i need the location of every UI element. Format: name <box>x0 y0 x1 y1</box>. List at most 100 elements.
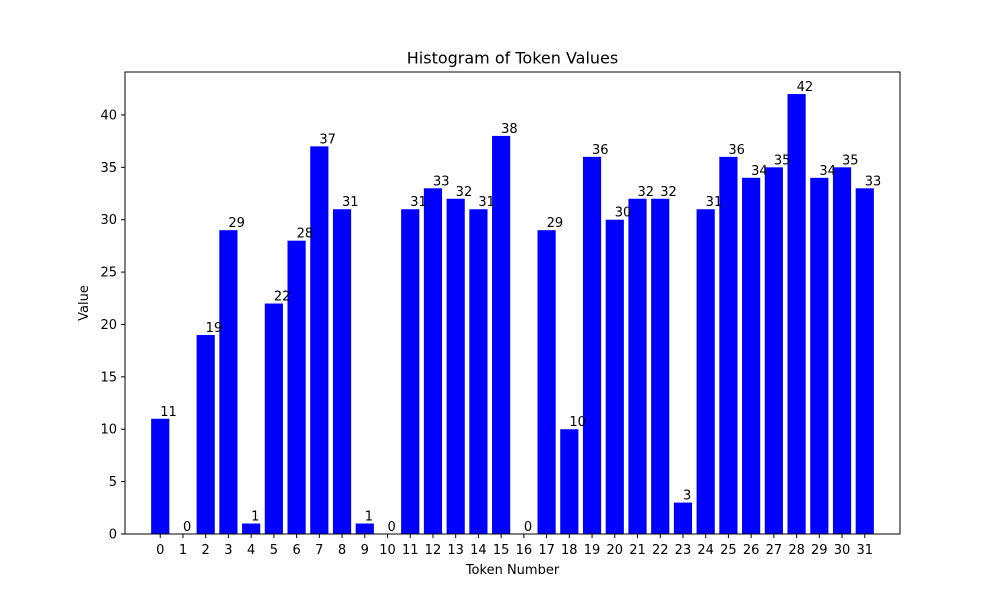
data-label-7: 37 <box>319 132 336 147</box>
bar-13 <box>446 198 465 534</box>
x-tick-label-23: 23 <box>675 543 692 558</box>
bar-9 <box>355 523 374 534</box>
data-label-11: 31 <box>410 195 427 210</box>
bar-30 <box>832 167 852 535</box>
x-tick-label-2: 2 <box>202 543 210 558</box>
x-tick-label-25: 25 <box>720 543 737 558</box>
data-label-27: 35 <box>774 153 791 168</box>
y-tick-label-25: 25 <box>100 266 117 281</box>
x-tick-label-13: 13 <box>447 543 464 558</box>
x-tick-label-5: 5 <box>270 543 278 558</box>
bar-17 <box>537 230 556 534</box>
x-tick-label-6: 6 <box>292 543 300 558</box>
x-tick-label-4: 4 <box>247 543 255 558</box>
data-label-13: 32 <box>456 185 473 200</box>
x-tick-label-30: 30 <box>834 543 851 558</box>
bar-3 <box>219 230 238 534</box>
data-label-10: 0 <box>388 520 396 535</box>
data-label-1: 0 <box>183 520 191 535</box>
plot-frame <box>124 71 901 535</box>
x-tick-label-7: 7 <box>315 543 323 558</box>
data-label-19: 36 <box>592 143 609 158</box>
bar-31 <box>855 188 874 535</box>
data-label-28: 42 <box>797 80 814 95</box>
bar-11 <box>401 209 420 534</box>
data-label-18: 10 <box>569 415 586 430</box>
y-axis-label: Value <box>77 285 92 321</box>
y-tick-label-30: 30 <box>100 213 117 228</box>
y-tick-label-10: 10 <box>100 423 117 438</box>
x-tick-label-21: 21 <box>629 543 646 558</box>
x-tick-label-20: 20 <box>606 543 623 558</box>
data-label-14: 31 <box>478 195 495 210</box>
data-label-16: 0 <box>524 520 532 535</box>
data-label-25: 36 <box>728 143 745 158</box>
data-label-26: 34 <box>751 164 768 179</box>
x-tick-label-18: 18 <box>561 543 578 558</box>
data-label-5: 22 <box>274 290 291 305</box>
x-tick-label-3: 3 <box>224 543 232 558</box>
data-label-3: 29 <box>228 216 245 231</box>
y-axis-ticks: 0 5 10 15 20 25 30 35 40 <box>100 108 125 543</box>
x-tick-label-12: 12 <box>425 543 442 558</box>
data-label-24: 31 <box>706 195 723 210</box>
x-tick-label-24: 24 <box>697 543 714 558</box>
data-label-8: 31 <box>342 195 359 210</box>
bar-23 <box>673 502 693 534</box>
bar-0 <box>151 418 170 534</box>
bar-29 <box>810 177 829 535</box>
bar-5 <box>264 303 283 534</box>
bar-26 <box>742 177 761 535</box>
x-axis-ticks: 0 1 2 3 4 5 6 7 8 9 10 11 12 13 14 15 16 17 18 19 20 21 22 23 24… <box>156 534 873 558</box>
x-tick-label-11: 11 <box>402 543 419 558</box>
bar-12 <box>423 188 443 535</box>
bar-19 <box>582 156 602 534</box>
x-tick-label-29: 29 <box>811 543 828 558</box>
bar-2 <box>196 334 215 534</box>
x-tick-label-31: 31 <box>856 543 873 558</box>
bar-20 <box>605 219 624 534</box>
y-tick-label-15: 15 <box>100 370 117 385</box>
x-axis-label: Token Number <box>465 563 560 578</box>
x-tick-label-16: 16 <box>516 543 533 558</box>
data-label-22: 32 <box>660 185 677 200</box>
bar-21 <box>628 198 647 534</box>
bar-14 <box>469 209 488 534</box>
x-tick-label-10: 10 <box>379 543 396 558</box>
data-label-17: 29 <box>547 216 564 231</box>
data-label-23: 3 <box>683 489 691 504</box>
data-label-21: 32 <box>638 185 655 200</box>
x-tick-label-17: 17 <box>538 543 555 558</box>
x-tick-label-8: 8 <box>338 543 346 558</box>
data-label-0: 11 <box>160 405 177 420</box>
bar-18 <box>560 429 579 534</box>
x-tick-label-19: 19 <box>584 543 601 558</box>
y-tick-label-35: 35 <box>100 161 117 176</box>
data-label-4: 1 <box>251 510 259 525</box>
data-label-31: 33 <box>865 174 882 189</box>
y-tick-label-20: 20 <box>100 318 117 333</box>
bar-28 <box>787 94 806 534</box>
x-tick-label-14: 14 <box>470 543 487 558</box>
bar-6 <box>287 240 306 534</box>
y-tick-label-5: 5 <box>109 475 117 490</box>
x-tick-label-15: 15 <box>493 543 510 558</box>
data-label-15: 38 <box>501 122 518 137</box>
data-label-12: 33 <box>433 174 450 189</box>
x-tick-label-22: 22 <box>652 543 669 558</box>
bars-group <box>151 94 874 535</box>
data-label-29: 34 <box>819 164 836 179</box>
x-tick-label-1: 1 <box>179 543 187 558</box>
data-label-6: 28 <box>297 227 314 242</box>
bar-8 <box>332 209 352 534</box>
y-tick-label-0: 0 <box>109 528 117 543</box>
x-tick-label-26: 26 <box>743 543 760 558</box>
x-tick-label-27: 27 <box>766 543 783 558</box>
bar-25 <box>719 156 738 534</box>
data-label-2: 19 <box>206 321 223 336</box>
x-tick-label-28: 28 <box>788 543 805 558</box>
x-tick-label-9: 9 <box>361 543 369 558</box>
bar-15 <box>492 135 511 534</box>
